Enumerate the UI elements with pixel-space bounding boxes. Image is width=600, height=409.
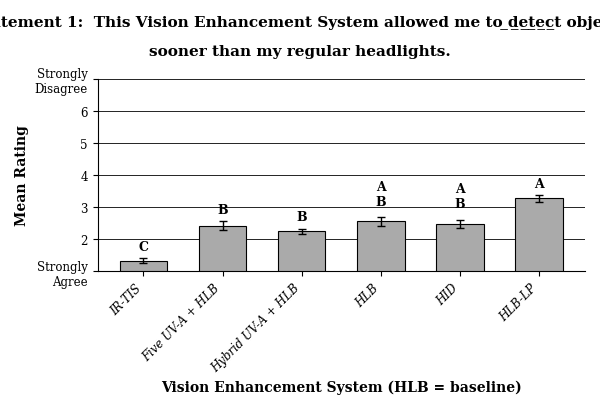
Text: Statement 1:  This Vision Enhancement System allowed me to ̲d̲e̲t̲e̲c̲t objects: Statement 1: This Vision Enhancement Sys… [0, 16, 600, 30]
Bar [199, 226, 247, 272]
Text: A
B: A B [376, 180, 386, 208]
Text: C: C [139, 240, 148, 253]
Bar [515, 199, 563, 272]
Bar [119, 261, 167, 272]
Text: A
B: A B [455, 183, 465, 211]
Text: B: B [296, 211, 307, 224]
Bar [357, 222, 404, 272]
Text: A: A [534, 177, 544, 190]
Y-axis label: Mean Rating: Mean Rating [15, 125, 29, 226]
Text: B: B [217, 204, 228, 216]
X-axis label: Vision Enhancement System (HLB = baseline): Vision Enhancement System (HLB = baselin… [161, 380, 521, 394]
Bar [278, 231, 325, 272]
Bar [436, 224, 484, 272]
Text: sooner than my regular headlights.: sooner than my regular headlights. [149, 45, 451, 59]
